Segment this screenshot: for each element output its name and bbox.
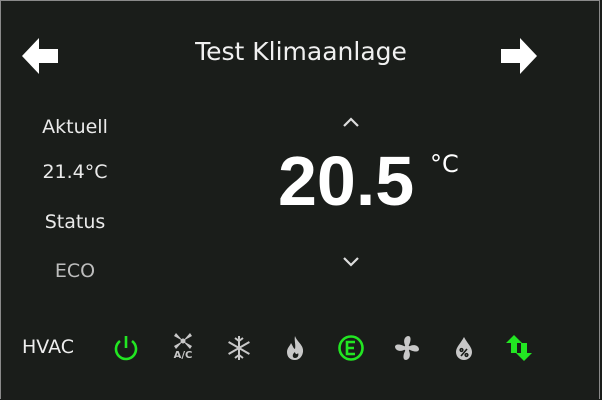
current-label: Aktuell — [42, 116, 108, 138]
eco-icon — [338, 335, 364, 361]
current-temperature: 21.4°C — [42, 161, 108, 183]
increase-button[interactable] — [342, 113, 360, 132]
status-label: Status — [44, 211, 106, 233]
setpoint-unit: °C — [430, 150, 459, 178]
mode-dry-button[interactable] — [448, 332, 480, 364]
next-button[interactable] — [501, 38, 539, 78]
status-value: ECO — [54, 260, 96, 282]
ac-text: A/C — [173, 350, 193, 361]
arrow-left-icon — [22, 38, 58, 74]
chevron-up-icon — [343, 117, 359, 127]
mode-heat-button[interactable] — [279, 332, 311, 364]
mode-eco-button[interactable] — [335, 332, 367, 364]
page-title: Test Klimaanlage — [195, 37, 407, 66]
hvac-label: HVAC — [22, 336, 74, 358]
auto-arrows-icon — [506, 335, 532, 361]
fan-icon — [395, 336, 419, 360]
mode-fan-button[interactable] — [391, 332, 423, 364]
dry-icon — [456, 337, 472, 360]
mode-power-button[interactable] — [110, 332, 142, 364]
setpoint-value: 20.5 — [278, 142, 415, 220]
flame-icon — [287, 336, 304, 360]
ac-fan-icon — [174, 333, 192, 349]
mode-cool-button[interactable] — [223, 332, 255, 364]
mode-ac-button[interactable]: A/C — [167, 330, 199, 362]
power-icon — [114, 336, 138, 361]
prev-button[interactable] — [22, 38, 60, 78]
snowflake-icon — [228, 336, 250, 360]
chevron-down-icon — [343, 257, 359, 267]
mode-auto-button[interactable] — [503, 332, 535, 364]
arrow-right-icon — [501, 38, 537, 74]
decrease-button[interactable] — [342, 252, 360, 271]
